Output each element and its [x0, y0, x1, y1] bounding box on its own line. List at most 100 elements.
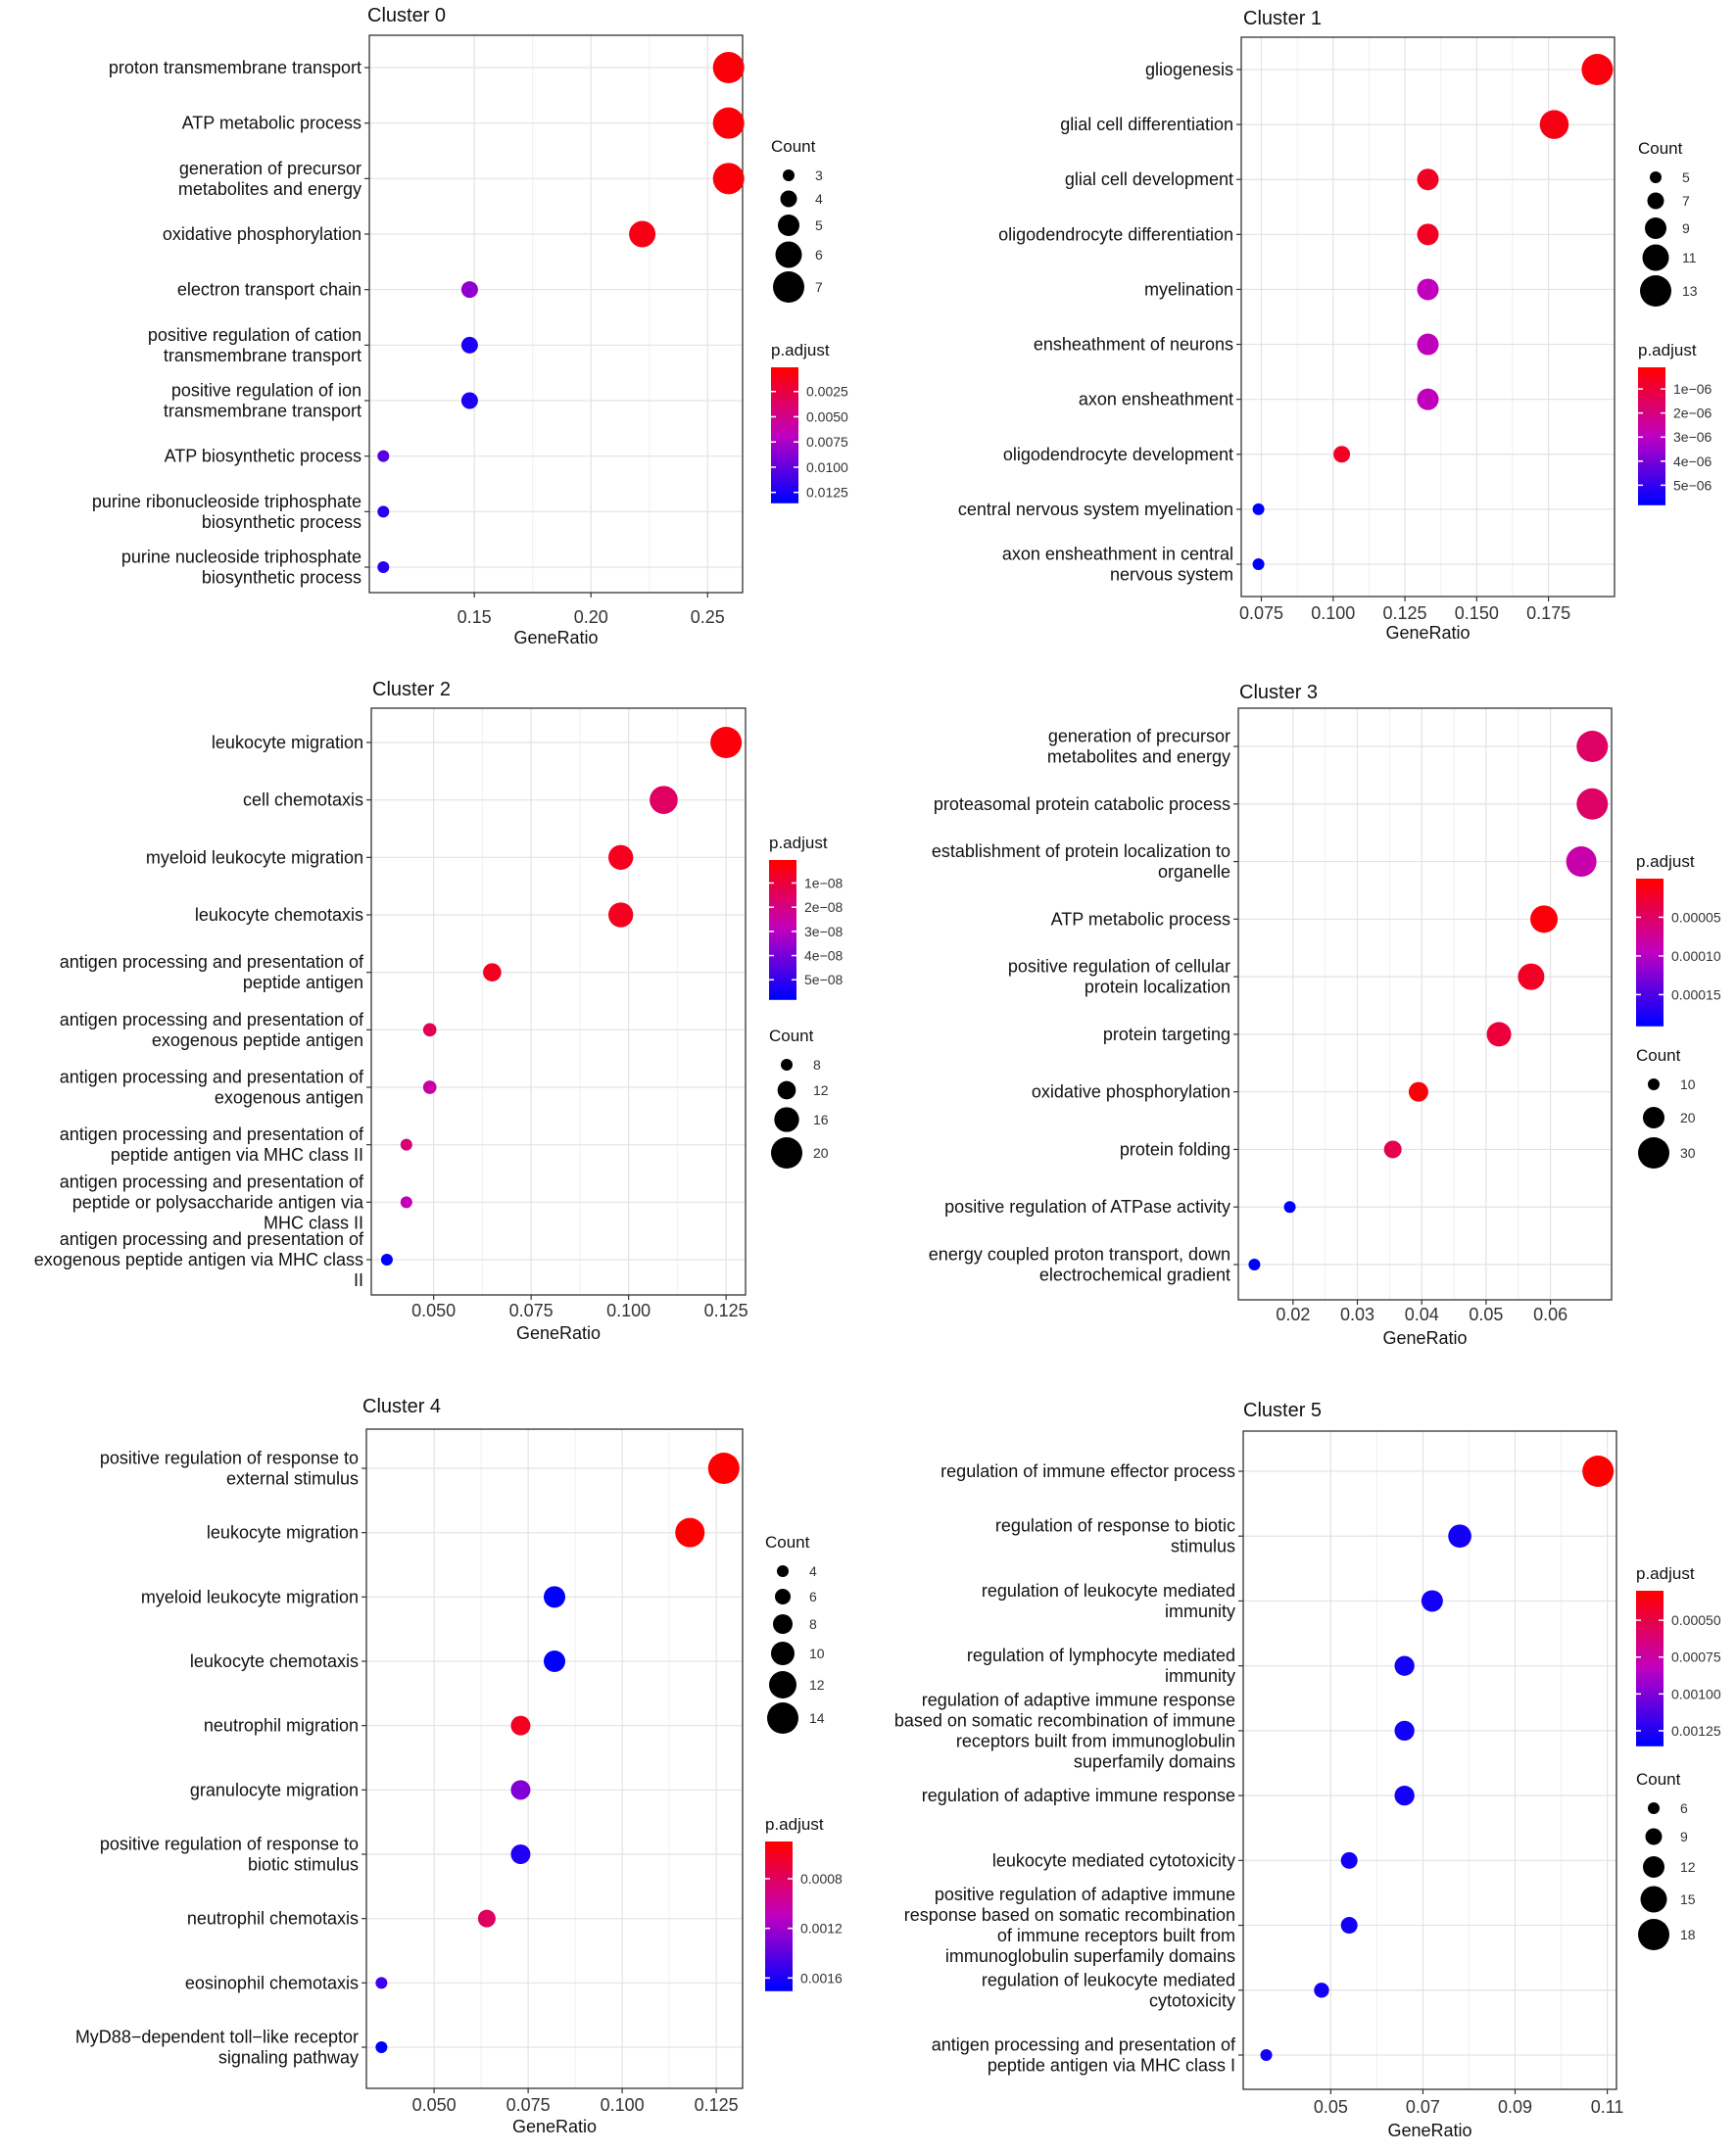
count-legend-label: 11 — [1682, 250, 1697, 265]
color-legend-gradient-step — [1636, 933, 1664, 938]
y-category-label-line: granulocyte migration — [190, 1780, 359, 1799]
color-legend-gradient-step — [771, 465, 798, 470]
color-legend-gradient-step — [1636, 1625, 1664, 1631]
color-legend-title: p.adjust — [769, 834, 828, 852]
color-legend-gradient-step — [771, 398, 798, 403]
data-point — [375, 2041, 388, 2053]
color-legend-gradient-step — [1636, 1742, 1664, 1746]
count-legend-label: 4 — [809, 1563, 817, 1579]
count-legend-dot — [1647, 192, 1664, 210]
color-legend-gradient-step — [1638, 484, 1665, 489]
count-legend-dot — [1640, 1886, 1667, 1913]
y-category-label-line: cell chemotaxis — [243, 790, 363, 810]
y-category-label-line: generation of precursor — [179, 159, 362, 178]
y-category-label: antigen processing and presentation of ex… — [34, 1229, 364, 1290]
count-legend-label: 6 — [1680, 1800, 1688, 1816]
data-point — [1260, 2049, 1273, 2061]
data-point — [1582, 1456, 1615, 1487]
color-legend-gradient-step — [1636, 1679, 1664, 1685]
data-point — [1581, 54, 1614, 85]
data-point — [1340, 1851, 1358, 1869]
count-legend-dot — [1642, 244, 1669, 271]
y-category-label-line: neutrophil chemotaxis — [187, 1909, 359, 1929]
color-legend-gradient-step — [771, 499, 798, 503]
color-legend-title: p.adjust — [771, 341, 830, 359]
color-legend-gradient-step — [765, 1964, 793, 1969]
count-legend-dot — [1643, 1856, 1664, 1878]
color-legend-label: 0.00125 — [1671, 1723, 1721, 1739]
y-category-label-line: exogenous peptide antigen — [152, 1030, 363, 1050]
color-legend-gradient-step — [1636, 900, 1664, 906]
y-category-label-line: of immune receptors built from — [997, 1926, 1235, 1945]
color-legend-gradient-step — [765, 1935, 793, 1939]
count-legend-dot — [774, 1107, 799, 1132]
color-legend-gradient-step — [1636, 1018, 1664, 1024]
count-legend-title: Count — [1636, 1770, 1681, 1789]
count-legend-title: Count — [769, 1027, 814, 1045]
color-legend-gradient-step — [1636, 1726, 1664, 1731]
x-tick-label: 0.15 — [458, 607, 492, 627]
color-legend-gradient-step — [1636, 1594, 1664, 1600]
color-legend-gradient-step — [769, 939, 796, 944]
color-legend-gradient-step — [771, 391, 798, 396]
color-legend-gradient-step — [771, 489, 798, 494]
y-category-label-line: protein folding — [1120, 1139, 1230, 1159]
color-legend-gradient-step — [1636, 915, 1664, 921]
color-legend-gradient-step — [1636, 959, 1664, 965]
color-legend-gradient-step — [769, 936, 796, 941]
color-legend-gradient-step — [1636, 1695, 1664, 1700]
panel-title: Cluster 0 — [367, 5, 446, 26]
y-category-label-line: regulation of response to biotic — [995, 1516, 1235, 1536]
y-category-label-line: II — [354, 1270, 363, 1290]
color-legend-gradient-step — [1636, 978, 1664, 982]
color-legend-gradient-step — [1638, 466, 1665, 471]
y-category-label-line: positive regulation of response to — [100, 1449, 359, 1468]
color-legend-title: p.adjust — [1636, 1564, 1695, 1583]
y-category-label-line: purine ribonucleoside triphosphate — [92, 492, 362, 511]
color-legend-gradient-step — [769, 860, 796, 865]
y-category-label: generation of precursor metabolites and e… — [1047, 727, 1230, 767]
y-category-label-line: protein targeting — [1103, 1025, 1230, 1044]
x-tick-label: 0.125 — [695, 2095, 739, 2115]
y-category-label: proteasomal protein catabolic process — [934, 794, 1230, 814]
y-category-label-line: exogenous antigen — [215, 1088, 363, 1108]
y-category-label: central nervous system myelination — [958, 500, 1233, 519]
y-category-label-line: proteasomal protein catabolic process — [934, 794, 1230, 814]
color-legend-gradient-step — [771, 435, 798, 440]
color-legend-gradient-step — [769, 988, 796, 993]
color-legend-gradient-step — [1638, 473, 1665, 478]
y-category-label: oligodendrocyte differentiation — [998, 224, 1233, 244]
x-tick-label: 0.050 — [412, 2095, 457, 2115]
y-category-label: eosinophil chemotaxis — [185, 1973, 359, 1992]
y-category-label: ATP metabolic process — [1051, 909, 1230, 929]
y-category-label: protein targeting — [1103, 1025, 1230, 1044]
count-legend-dot — [780, 190, 797, 208]
color-legend-gradient-step — [765, 1953, 793, 1958]
color-legend-gradient-step — [769, 953, 796, 959]
y-category-label-line: myelination — [1144, 279, 1233, 299]
color-legend-gradient-step — [1638, 459, 1665, 464]
color-legend-gradient-step — [769, 964, 796, 969]
y-category-label-line: receptors built from immunoglobulin — [956, 1731, 1235, 1750]
color-legend-gradient-step — [769, 946, 796, 952]
y-category-label-line: based on somatic recombination of immune — [894, 1710, 1235, 1730]
color-legend-gradient-step — [765, 1979, 793, 1985]
color-legend-gradient-step — [1638, 439, 1665, 444]
y-category-label: positive regulation of adaptive immune re… — [904, 1885, 1235, 1966]
color-legend-gradient-step — [1636, 1602, 1664, 1607]
color-legend-gradient-step — [771, 384, 798, 389]
panel-cluster-3: Cluster 3 0.02 0.03 0.04 0.05 0.06 GeneRatio ge… — [929, 682, 1721, 1348]
color-legend-label: 0.0125 — [806, 485, 848, 501]
color-legend-gradient-step — [1638, 377, 1665, 382]
count-legend-label: 20 — [1680, 1110, 1696, 1125]
y-category-label-line: eosinophil chemotaxis — [185, 1973, 359, 1992]
color-legend-gradient-step — [1636, 937, 1664, 942]
color-legend-gradient-step — [1636, 1011, 1664, 1016]
color-legend-gradient-step — [769, 995, 796, 1000]
count-legend-label: 10 — [809, 1646, 825, 1661]
data-point — [377, 561, 390, 573]
y-category-label-line: leukocyte chemotaxis — [190, 1651, 359, 1671]
color-legend-gradient-step — [1636, 1691, 1664, 1697]
y-category-label-line: ATP metabolic process — [1051, 909, 1230, 929]
y-category-label-line: antigen processing and presentation of — [60, 952, 364, 972]
